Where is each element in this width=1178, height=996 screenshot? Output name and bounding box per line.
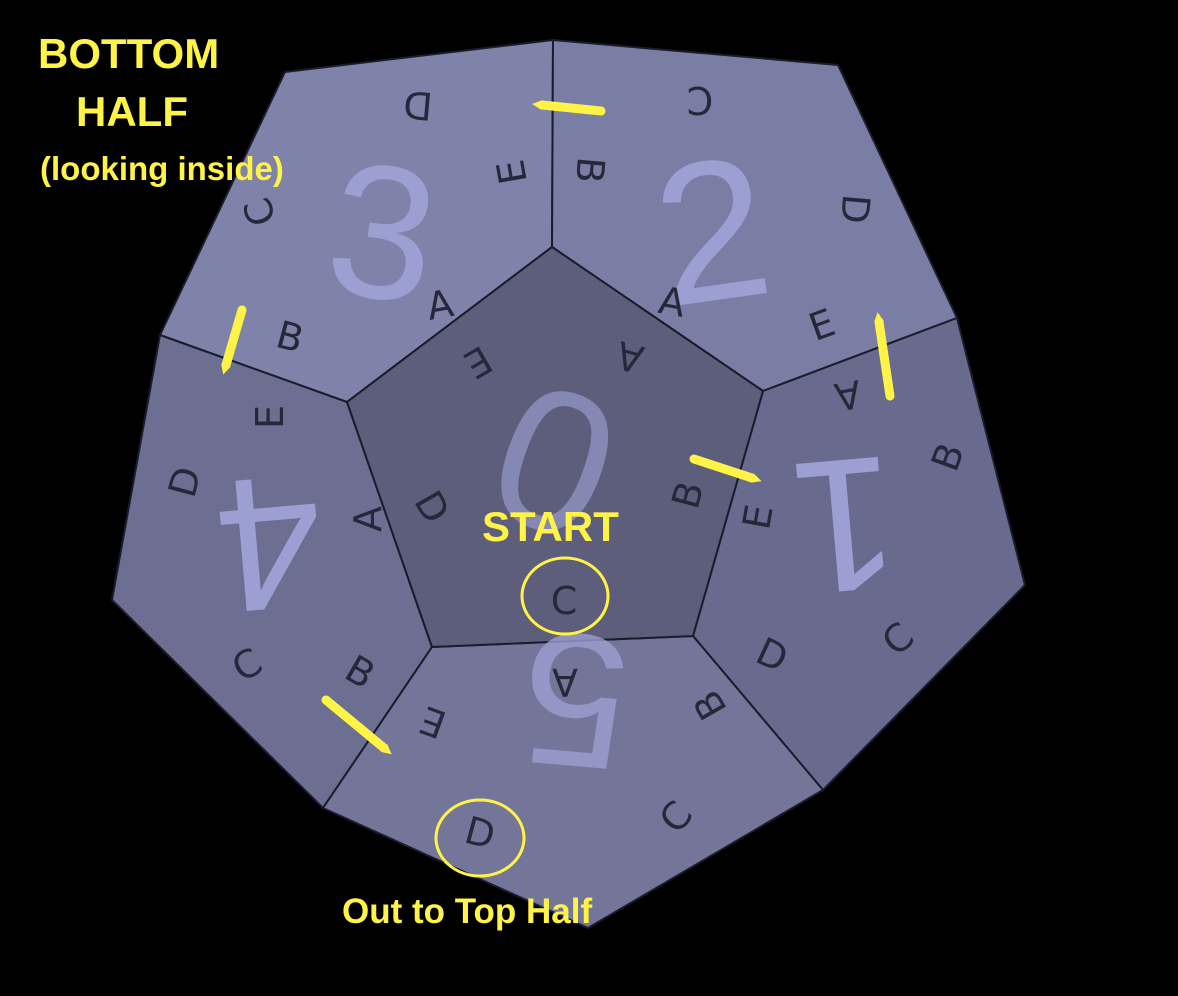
letter-3-D: D [402,82,435,128]
arrow-icon [532,100,606,116]
letter-4-A: A [346,506,390,532]
letter-2-C: C [687,78,714,122]
face-center [345,245,765,649]
arrow-icon [874,312,895,401]
exit-letter-circle [434,798,526,878]
face-numeral-4: 4 [208,433,332,653]
letter-2-D: D [832,193,878,226]
start-letter-circle [520,556,610,636]
title-line-2: HALF [76,88,188,135]
letter-5-A: A [552,660,578,704]
face-numeral-5: 5 [513,590,637,810]
letter-2-B: B [567,155,613,185]
title-line-1: BOTTOM [38,30,220,77]
start-label: START [482,503,619,550]
letter-0-C-start: C [551,579,578,623]
face-numeral-1: 1 [783,415,907,635]
letter-4-E: E [248,405,292,429]
faces-group [110,38,1027,930]
arrow-icon [321,695,392,755]
arrow-icon [689,454,762,483]
direction-arrows [221,100,895,755]
title-subtitle: (looking inside) [40,150,284,187]
exit-label: Out to Top Half [342,892,593,931]
arrow-icon [221,305,247,375]
